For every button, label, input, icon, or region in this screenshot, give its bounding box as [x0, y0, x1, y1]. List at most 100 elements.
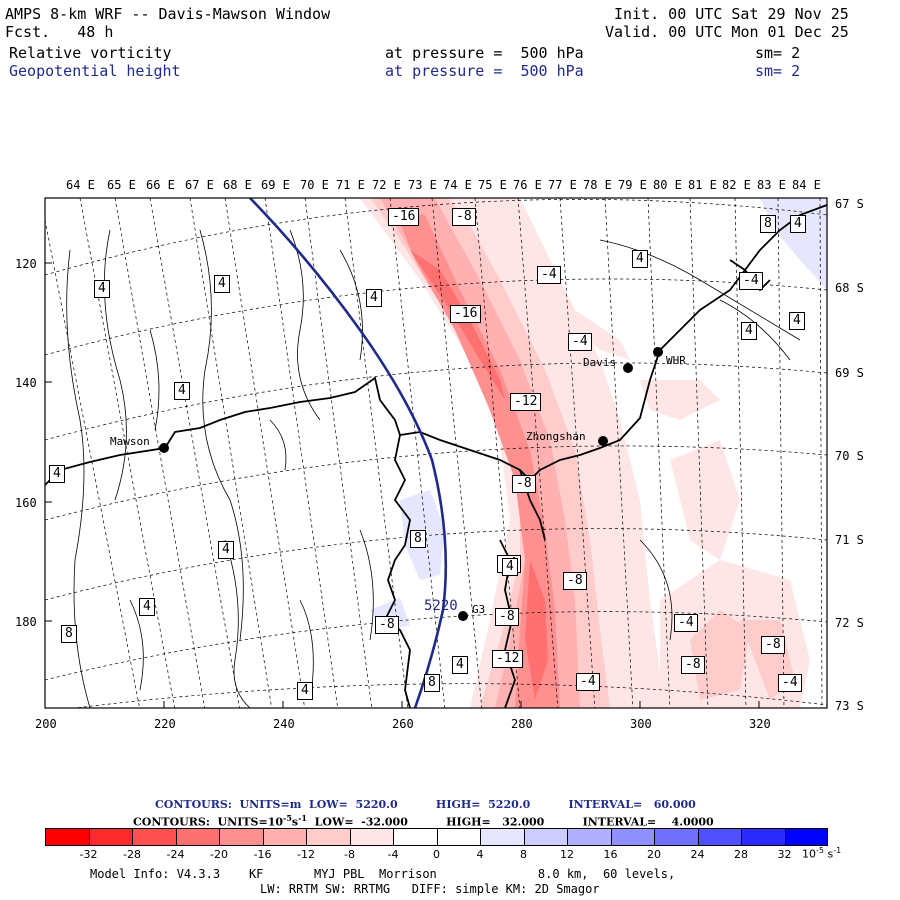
colorbar-swatch [349, 828, 393, 846]
contour-label: 8 [410, 530, 426, 548]
field2-smoothing: sm= 2 [755, 62, 801, 80]
colorbar-tick-label: -20 [210, 848, 228, 861]
lon-label: 67 E [185, 178, 214, 192]
lat-label: 68 S [835, 281, 864, 295]
contour-label: 4 [139, 598, 155, 616]
legend-vort-part1: CONTOURS: UNITS=10 [133, 815, 284, 829]
contour-label: -8 [681, 656, 705, 674]
contour-label: -8 [512, 475, 536, 493]
colorbar-swatch [654, 828, 698, 846]
contour-label: 4 [174, 382, 190, 400]
lon-label: 71 E [336, 178, 365, 192]
lon-label: 81 E [688, 178, 717, 192]
contour-label: 8 [61, 625, 77, 643]
lat-label: 72 S [835, 616, 864, 630]
height-contour-5220 [249, 198, 448, 708]
colorbar-tick-label: -24 [166, 848, 185, 861]
grid-y-label: 120 [15, 257, 37, 271]
lon-label: 83 E [757, 178, 786, 192]
grid-y-label: 180 [15, 615, 37, 629]
lon-label: 70 E [300, 178, 329, 192]
lon-label: 75 E [478, 178, 507, 192]
station-markers [159, 347, 663, 621]
lon-label: 82 E [722, 178, 751, 192]
contour-label: -8 [563, 572, 587, 590]
station-dot-g3 [458, 611, 468, 621]
field1-pressure: at pressure = 500 hPa [385, 44, 584, 62]
contour-label: 4 [632, 250, 648, 268]
lon-label: 66 E [146, 178, 175, 192]
colorbar-swatch [175, 828, 219, 846]
height-contour-label: 5220 [424, 598, 458, 614]
colorbar-swatch [219, 828, 263, 846]
field1-name: Relative vorticity [9, 44, 172, 62]
axis-ticks [44, 262, 760, 708]
lon-label: 76 E [513, 178, 542, 192]
station-dot-mawson [159, 443, 169, 453]
station-dot-davis [623, 363, 633, 373]
legend-vort-part2: s [291, 815, 299, 829]
station-label-whr: WHR [666, 354, 686, 367]
contour-label: 4 [741, 322, 757, 340]
lon-label: 64 E [66, 178, 95, 192]
lat-label: 70 S [835, 449, 864, 463]
station-dot-whr [653, 347, 663, 357]
model-info-2: LW: RRTM SW: RRTMG DIFF: simple KM: 2D S… [260, 882, 600, 896]
contour-label: 4 [452, 656, 468, 674]
colorbar-units: 10-5 s-1 [802, 846, 842, 861]
colorbar-tick-label: -12 [297, 848, 315, 861]
legend-height-contours: CONTOURS: UNITS=m LOW= 5220.0 HIGH= 5220… [155, 798, 696, 811]
colorbar-swatch [436, 828, 480, 846]
colorbar-units-exp: -5 [816, 846, 824, 855]
contour-label: -16 [388, 208, 420, 226]
contour-label: 4 [366, 289, 382, 307]
contour-label: -4 [778, 674, 802, 692]
colorbar-swatch [610, 828, 654, 846]
forecast-hour: Fcst. 48 h [5, 23, 114, 41]
lat-lon-grid [45, 198, 827, 708]
colorbar-swatch [306, 828, 350, 846]
lon-label: 74 E [443, 178, 472, 192]
colorbar-swatch [697, 828, 741, 846]
grid-y-label: 160 [15, 496, 37, 510]
colorbar-tick-label: -8 [344, 848, 355, 861]
colorbar-swatch [262, 828, 306, 846]
lon-label: 69 E [261, 178, 290, 192]
grid-x-label: 260 [392, 717, 414, 731]
station-label-davis: Davis [583, 356, 617, 369]
contour-label: 4 [297, 682, 313, 700]
lon-label: 77 E [548, 178, 577, 192]
colorbar-tick-label: 20 [647, 848, 661, 861]
colorbar-swatch [132, 828, 176, 846]
colorbar-tick-label: -32 [79, 848, 98, 861]
colorbar-swatch [784, 828, 828, 846]
lon-label: 80 E [653, 178, 682, 192]
contour-label: -8 [452, 208, 476, 226]
valid-time: Valid. 00 UTC Mon 01 Dec 25 [605, 23, 849, 41]
contour-label: -8 [375, 616, 399, 634]
colorbar-swatch [45, 828, 89, 846]
legend-vorticity-contours: CONTOURS: UNITS=10-5s-1 LOW= -32.000 HIG… [133, 811, 714, 830]
field2-name: Geopotential height [9, 62, 181, 80]
colorbar-swatch [741, 828, 785, 846]
field2-pressure: at pressure = 500 hPa [385, 62, 584, 80]
legend-vort-exp: -5 [283, 813, 292, 823]
colorbar-tick-label: 12 [560, 848, 574, 861]
lat-label: 71 S [835, 533, 864, 547]
contour-label: -12 [510, 393, 542, 411]
lon-label: 65 E [107, 178, 136, 192]
top-lon-labels: 64 E 65 E 66 E 67 E 68 E 69 E 70 E 71 E … [0, 177, 900, 193]
contour-label: 4 [790, 215, 806, 233]
station-label-mawson: Mawson [110, 435, 150, 448]
contour-label: -12 [492, 650, 524, 668]
contour-label: -16 [450, 305, 482, 323]
lat-label: 69 S [835, 366, 864, 380]
colorbar-tick-label: 4 [476, 848, 484, 861]
lon-label: 72 E [372, 178, 401, 192]
init-time: Init. 00 UTC Sat 29 Nov 25 [614, 5, 849, 23]
station-label-zhongshan: Zhongshan [526, 430, 586, 443]
lat-label: 67 S [835, 197, 864, 211]
lon-label: 73 E [408, 178, 437, 192]
contour-label: -8 [495, 608, 519, 626]
contour-label: -4 [537, 266, 561, 284]
